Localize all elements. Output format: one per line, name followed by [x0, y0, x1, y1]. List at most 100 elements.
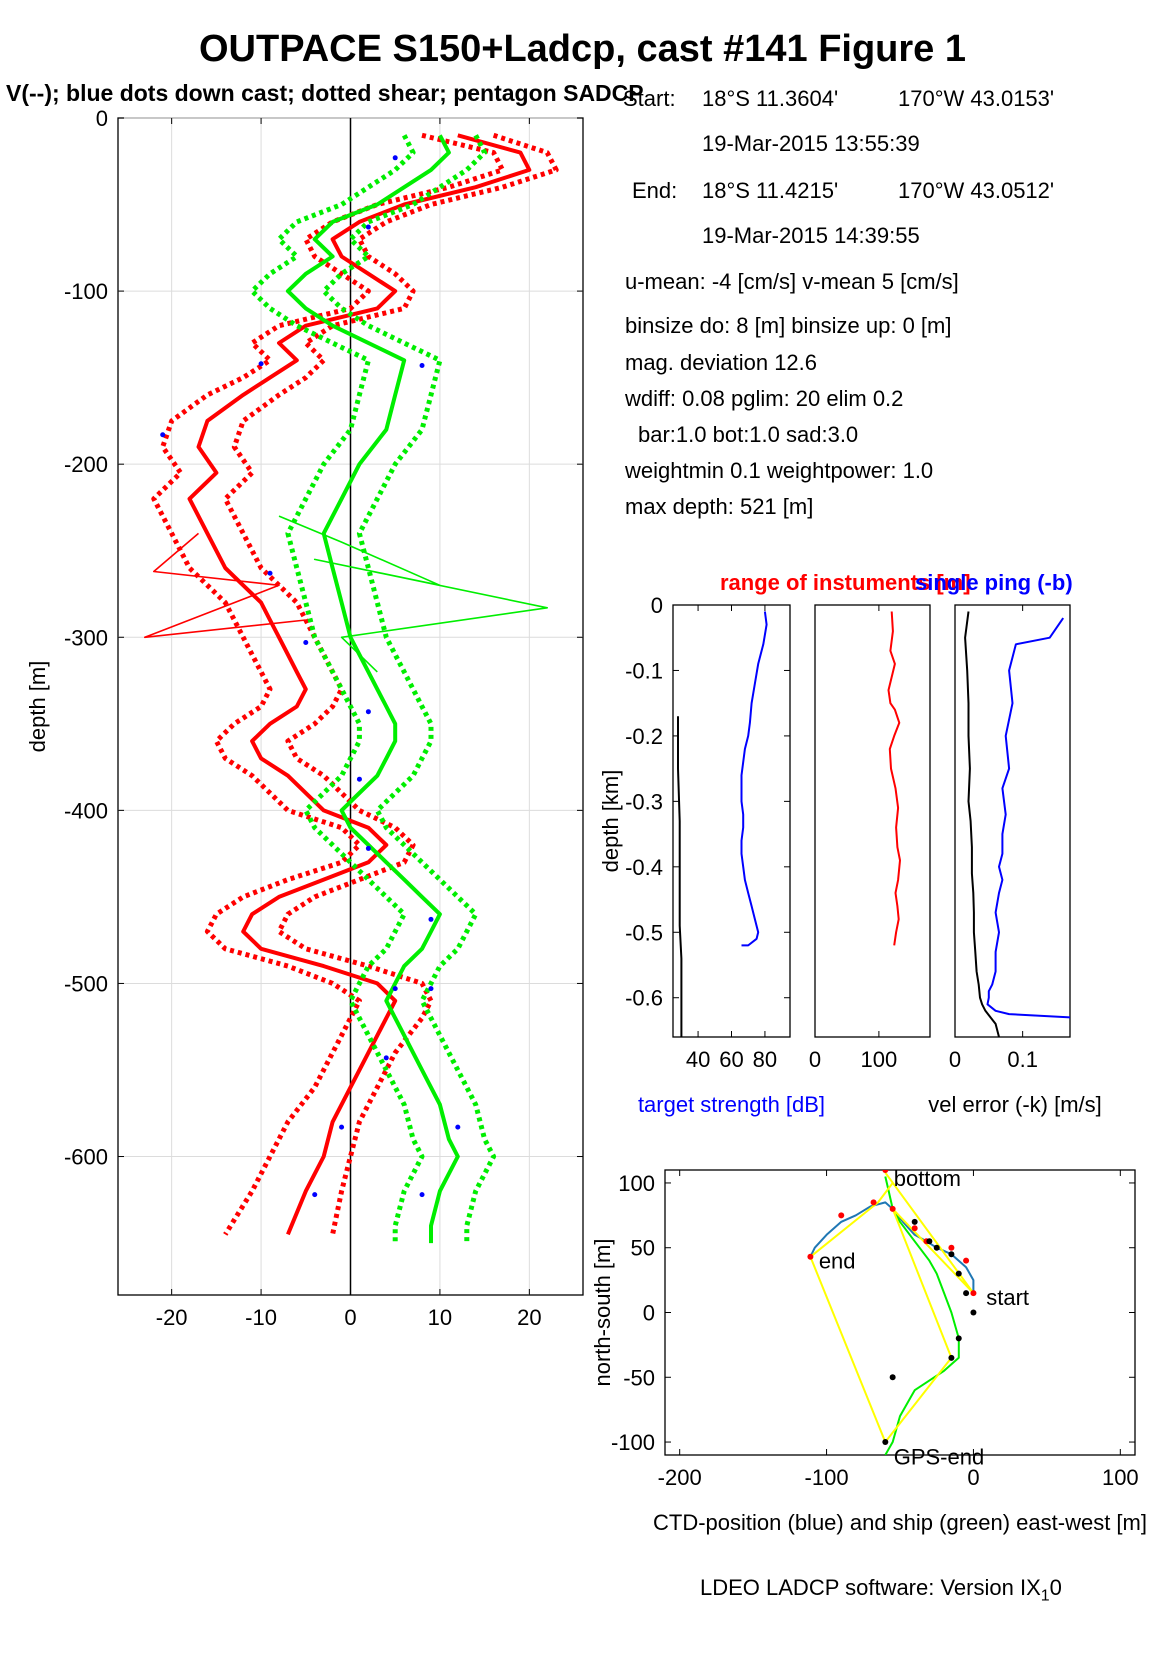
- range-xtick-label: 100: [861, 1047, 898, 1072]
- position-red-point: [807, 1253, 814, 1260]
- target-strength-frame: [672, 604, 791, 1038]
- down-cast-dot: [303, 639, 309, 645]
- vel-error-series-black-1: [964, 611, 1000, 1037]
- weight-info: weightmin 0.1 weightpower: 1.0: [625, 458, 934, 483]
- software-version-suffix: 0: [1049, 1575, 1062, 1600]
- positions-ytick-label: 0: [643, 1301, 655, 1326]
- binsize-info: binsize do: 8 [m] binsize up: 0 [m]: [625, 313, 952, 338]
- target-strength-xtick-label: 40: [686, 1047, 710, 1072]
- position-red-point: [889, 1205, 896, 1212]
- velocity-profile-xtick-label: 0: [344, 1305, 356, 1330]
- target-strength-ytick-label: -0.3: [625, 789, 663, 814]
- target-strength-xtick-label: 60: [719, 1047, 743, 1072]
- range-series-red-0: [887, 611, 901, 946]
- down-cast-dot: [356, 776, 362, 782]
- down-cast-dot: [392, 155, 398, 161]
- position-red-point: [882, 1170, 889, 1173]
- down-cast-dot: [428, 916, 434, 922]
- target-strength-ytick-label: -0.6: [625, 986, 663, 1011]
- annotation-gps-end: GPS-end: [894, 1444, 985, 1469]
- annotation-bottom: bottom: [894, 1166, 961, 1191]
- velocity-profile-series-red-7: [144, 532, 306, 639]
- bar-info: bar:1.0 bot:1.0 sad:3.0: [638, 422, 859, 447]
- target-strength-ylabel: depth [km]: [598, 770, 623, 873]
- target-strength-ytick-label: -0.4: [625, 855, 663, 880]
- range-plot-area: [887, 611, 901, 946]
- position-black-point: [889, 1374, 896, 1381]
- target-strength-xtick-label: 80: [753, 1047, 777, 1072]
- velocity-profile-series-green-3: [285, 134, 460, 1244]
- target-strength-ytick-label: -0.5: [625, 920, 663, 945]
- down-cast-dot: [428, 986, 434, 992]
- annotation-end: end: [819, 1249, 856, 1274]
- end-lon: 170°W 43.0512': [898, 178, 1055, 203]
- positions-xtick-label: -200: [658, 1465, 702, 1490]
- software-version: LDEO LADCP software: Version IX10: [700, 1575, 1062, 1605]
- velocity-profile-ytick-label: -400: [64, 798, 108, 823]
- positions-xtick-label: 0: [967, 1465, 979, 1490]
- end-label: End:: [632, 178, 678, 203]
- velocity-profile-plot-area: [144, 132, 559, 1244]
- down-cast-dot: [392, 986, 398, 992]
- position-red-point: [870, 1199, 877, 1206]
- positions-frame: [664, 1169, 1136, 1456]
- end-lat: 18°S 11.4215': [702, 178, 839, 203]
- vel-error-xtick-label: 0: [949, 1047, 961, 1072]
- velocity-profile-ytick-label: -200: [64, 452, 108, 477]
- target-strength-ytick-label: 0: [651, 593, 663, 618]
- velocity-profile-ytick-label: -500: [64, 971, 108, 996]
- velocity-profile-ytick-label: 0: [96, 106, 108, 131]
- down-cast-dot: [383, 1055, 389, 1061]
- down-cast-dot: [339, 1124, 345, 1130]
- position-black-point: [955, 1335, 962, 1342]
- position-black-point: [948, 1354, 955, 1361]
- down-cast-dot: [160, 432, 166, 438]
- positions-ytick-label: 50: [631, 1236, 655, 1261]
- vel-error-xlabel: vel error (-k) [m/s]: [928, 1092, 1102, 1117]
- position-black-point: [926, 1238, 933, 1245]
- velocity-profile-series-red-2: [151, 132, 505, 1236]
- position-black-point: [911, 1218, 918, 1225]
- target-strength-ytick-label: -0.1: [625, 658, 663, 683]
- start-label: Start:: [623, 86, 676, 111]
- vel-error-frame: [954, 604, 1071, 1038]
- target-strength-series-black-1: [677, 716, 683, 1037]
- range-title: range of instuments [m]: [720, 570, 971, 595]
- vel-error-title: single ping (-b): [915, 570, 1073, 595]
- velocity-profile-ytick-label: -600: [64, 1145, 108, 1170]
- velocity-profile-series-green-5: [249, 134, 425, 1244]
- software-version-text: LDEO LADCP software: Version IX: [700, 1575, 1041, 1600]
- position-black-point: [970, 1309, 977, 1316]
- velocity-profile-ytick-label: -100: [64, 279, 108, 304]
- down-cast-dot: [365, 845, 371, 851]
- software-version-subscript: 1: [1040, 1587, 1050, 1605]
- target-strength-series-blue-0: [740, 611, 768, 947]
- position-red-point: [963, 1257, 970, 1264]
- figure-subtitle: V(--); blue dots down cast; dotted shear…: [6, 80, 644, 106]
- position-black-point: [963, 1290, 970, 1297]
- position-black-point: [955, 1270, 962, 1277]
- end-time: 19-Mar-2015 14:39:55: [702, 223, 920, 248]
- position-red-point: [911, 1225, 918, 1232]
- velocity-profile-series-green-4: [321, 134, 497, 1244]
- start-lat: 18°S 11.3604': [702, 86, 839, 111]
- positions-ytick-label: 100: [618, 1171, 655, 1196]
- start-lon: 170°W 43.0153': [898, 86, 1055, 111]
- down-cast-dot: [258, 361, 264, 367]
- position-red-point: [948, 1244, 955, 1251]
- velocity-profile-series-red-1: [222, 132, 559, 1235]
- mean-velocities: u-mean: -4 [cm/s] v-mean 5 [cm/s]: [625, 269, 959, 294]
- vel-error-plot-area: [964, 611, 1070, 1037]
- figure-title: OUTPACE S150+Ladcp, cast #141 Figure 1: [199, 28, 966, 70]
- mag-deviation: mag. deviation 12.6: [625, 350, 818, 375]
- start-time: 19-Mar-2015 13:55:39: [702, 131, 920, 156]
- position-red-point: [970, 1290, 977, 1297]
- velocity-profile-series-red-0: [187, 133, 532, 1236]
- vel-error-series-blue-0: [986, 617, 1070, 1019]
- down-cast-dot: [419, 363, 425, 369]
- annotation-start: start: [986, 1285, 1029, 1310]
- wdiff-info: wdiff: 0.08 pglim: 20 elim 0.2: [625, 386, 904, 411]
- down-cast-dot: [455, 1124, 461, 1130]
- positions-series-green-1: [884, 1176, 960, 1455]
- velocity-profile-xtick-label: -10: [245, 1305, 277, 1330]
